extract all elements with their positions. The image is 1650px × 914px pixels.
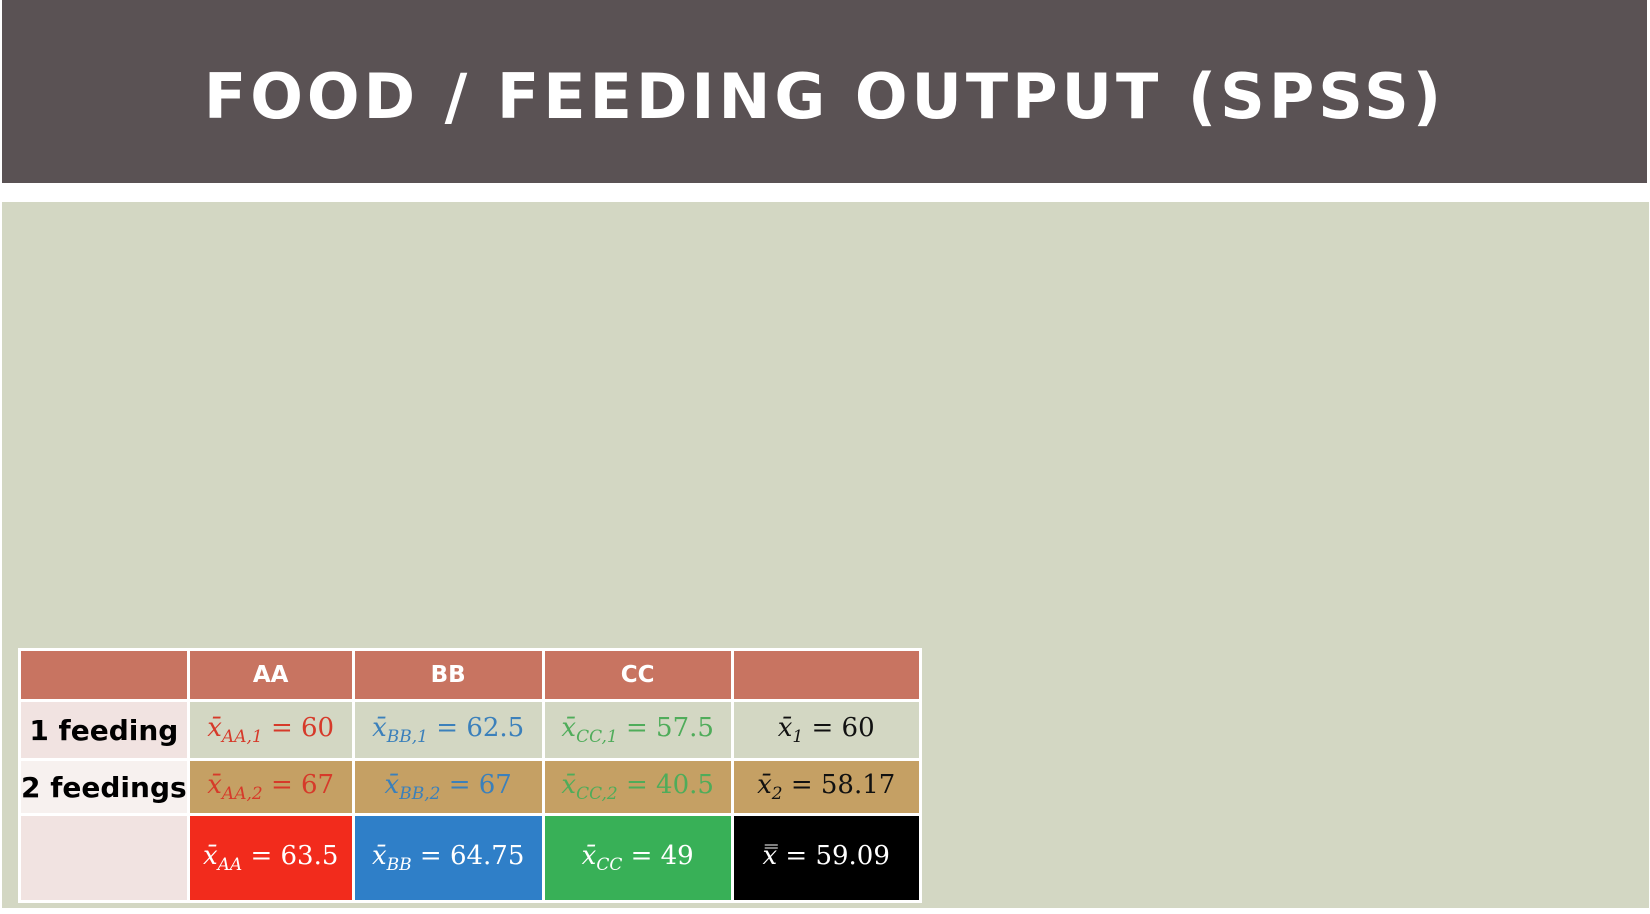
mean-value: = 60 <box>270 712 335 743</box>
mean-value: = 59.09 <box>785 840 890 871</box>
mean-value: = 58.17 <box>790 769 896 800</box>
mean-symbol: x̄ <box>202 840 218 871</box>
grand-mean-cell: x̿ = 59.09 <box>730 813 922 903</box>
header-cell-total <box>730 648 922 702</box>
mean-value: = 40.5 <box>626 769 714 800</box>
mean-subscript: CC <box>596 855 623 876</box>
mean-cell-cc-total: x̄CC = 49 <box>541 813 734 903</box>
mean-subscript: CC,2 <box>576 784 618 805</box>
mean-value: = 64.75 <box>419 840 525 871</box>
mean-value: = 67 <box>270 769 335 800</box>
mean-symbol: x̄ <box>371 840 387 871</box>
header-cell-corner <box>18 648 190 702</box>
slide-title: FOOD / FEEDING OUTPUT (SPSS) <box>203 60 1446 133</box>
mean-cell-row-2: x̄2 = 58.17 <box>730 758 922 816</box>
mean-subscript: AA,1 <box>221 727 263 748</box>
mean-subscript: 1 <box>792 727 804 748</box>
mean-value: = 63.5 <box>250 840 339 871</box>
mean-symbol: x̄ <box>777 712 793 743</box>
mean-value: = 49 <box>630 840 694 871</box>
mean-cell-aa-2: x̄AA,2 = 67 <box>186 758 355 816</box>
header-cell-aa: AA <box>186 648 355 702</box>
mean-symbol: x̄ <box>372 712 387 743</box>
mean-subscript: CC,1 <box>576 727 618 748</box>
mean-cell-cc-1: x̄CC,1 = 57.5 <box>541 699 734 761</box>
mean-symbol: x̄ <box>207 769 222 800</box>
title-bar: FOOD / FEEDING OUTPUT (SPSS) <box>2 0 1647 183</box>
mean-value: = 57.5 <box>626 712 714 743</box>
mean-symbol: x̄ <box>207 712 222 743</box>
row-label: 1 feeding <box>18 699 190 761</box>
mean-value: = 67 <box>448 769 512 800</box>
mean-subscript: BB <box>386 855 412 876</box>
row-label: 2 feedings <box>18 758 190 816</box>
mean-symbol: x̄ <box>757 769 772 800</box>
mean-cell-bb-1: x̄BB,1 = 62.5 <box>351 699 545 761</box>
mean-cell-cc-2: x̄CC,2 = 40.5 <box>541 758 734 816</box>
mean-cell-bb-2: x̄BB,2 = 67 <box>351 758 545 816</box>
mean-symbol: x̄ <box>581 840 597 871</box>
slide-content: AA BB CC 1 feeding x̄AA,1 = 60 x̄BB,1 = … <box>2 202 1649 908</box>
mean-symbol: x̄ <box>384 769 400 800</box>
header-row: AA BB CC <box>18 648 922 702</box>
header-cell-cc: CC <box>541 648 734 702</box>
mean-subscript: BB,1 <box>386 727 429 748</box>
mean-subscript: AA,2 <box>221 784 263 805</box>
mean-subscript: BB,2 <box>399 784 441 805</box>
means-table: AA BB CC 1 feeding x̄AA,1 = 60 x̄BB,1 = … <box>18 648 922 903</box>
mean-symbol: x̄ <box>561 712 577 743</box>
mean-cell-aa-total: x̄AA = 63.5 <box>186 813 355 903</box>
grand-mean-symbol: x̿ <box>762 840 778 871</box>
mean-cell-aa-1: x̄AA,1 = 60 <box>186 699 355 761</box>
mean-value: = 62.5 <box>436 712 525 743</box>
row-label <box>18 813 190 903</box>
table-row-2-feedings: 2 feedings x̄AA,2 = 67 x̄BB,2 = 67 x̄CC,… <box>18 758 922 816</box>
mean-value: = 60 <box>811 712 875 743</box>
table-row-1-feeding: 1 feeding x̄AA,1 = 60 x̄BB,1 = 62.5 x̄CC… <box>18 699 922 761</box>
mean-subscript: 2 <box>771 784 783 805</box>
header-cell-bb: BB <box>351 648 545 702</box>
mean-symbol: x̄ <box>561 769 577 800</box>
mean-cell-row-1: x̄1 = 60 <box>730 699 922 761</box>
table-row-marginal-means: x̄AA = 63.5 x̄BB = 64.75 x̄CC = 49 x̿ = … <box>18 813 922 903</box>
mean-subscript: AA <box>217 855 243 876</box>
mean-cell-bb-total: x̄BB = 64.75 <box>351 813 545 903</box>
